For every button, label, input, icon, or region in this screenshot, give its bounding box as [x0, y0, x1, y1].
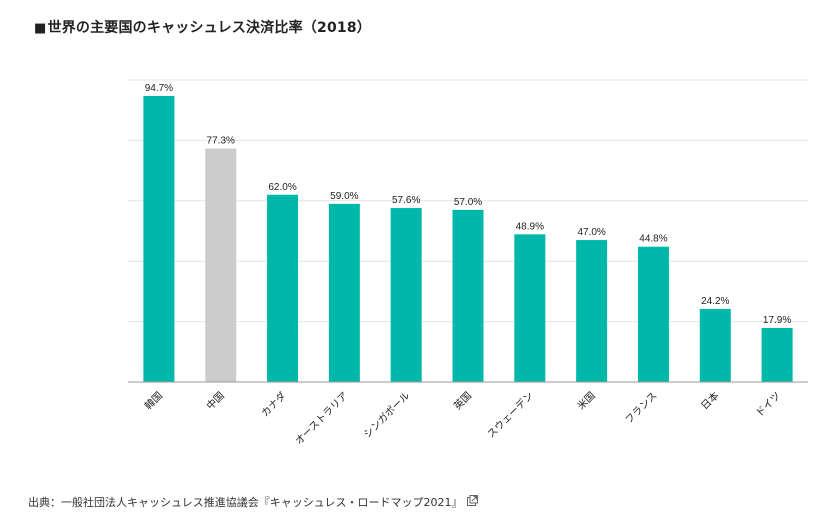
title-square-marker: ■ [34, 21, 47, 36]
bar [576, 240, 608, 382]
bar [328, 203, 360, 382]
bar-value-label: 59.0% [330, 191, 358, 202]
x-tick-label: スウェーデン [484, 389, 536, 441]
chart-title: ■世界の主要国のキャッシュレス決済比率（2018） [34, 17, 371, 37]
bar-value-label: 44.8% [639, 234, 667, 245]
bar-value-label: 57.6% [392, 195, 420, 206]
bar-value-label: 17.9% [763, 315, 791, 326]
x-tick-label: フランス [623, 390, 660, 427]
bar-value-label: 57.0% [454, 197, 482, 208]
source-text: 出典：一般社団法人キャッシュレス推進協議会『キャッシュレス・ロードマップ2021… [28, 496, 463, 509]
bar-value-label: 47.0% [577, 227, 605, 238]
bar-value-label: 24.2% [701, 296, 729, 307]
external-link-icon[interactable] [466, 495, 478, 509]
x-tick-label: 韓国 [142, 390, 165, 413]
x-tick-label: 米国 [574, 389, 597, 412]
bar [699, 308, 731, 382]
bar [452, 209, 484, 382]
bar [761, 327, 793, 382]
bar [514, 234, 546, 382]
bar-value-label: 77.3% [207, 136, 235, 147]
x-tick-label: シンガポール [361, 390, 412, 441]
x-tick-label: カナダ [258, 389, 288, 419]
bar-value-label: 62.0% [268, 182, 296, 193]
x-tick-label: 英国 [451, 389, 474, 412]
bar [143, 96, 175, 383]
x-tick-label: オーストラリア [293, 390, 351, 448]
source-note: 出典：一般社団法人キャッシュレス推進協議会『キャッシュレス・ロードマップ2021… [28, 494, 478, 510]
bar [390, 208, 422, 382]
bar [205, 148, 237, 382]
chart-title-text: 世界の主要国のキャッシュレス決済比率（2018） [47, 20, 371, 36]
bar [637, 246, 669, 382]
x-tick-label: ドイツ [754, 390, 783, 419]
bar-value-label: 48.9% [516, 221, 544, 232]
x-tick-label: 日本 [698, 389, 721, 412]
x-tick-label: 中国 [204, 389, 227, 412]
bar [267, 194, 299, 382]
bar-value-label: 94.7% [145, 83, 173, 94]
